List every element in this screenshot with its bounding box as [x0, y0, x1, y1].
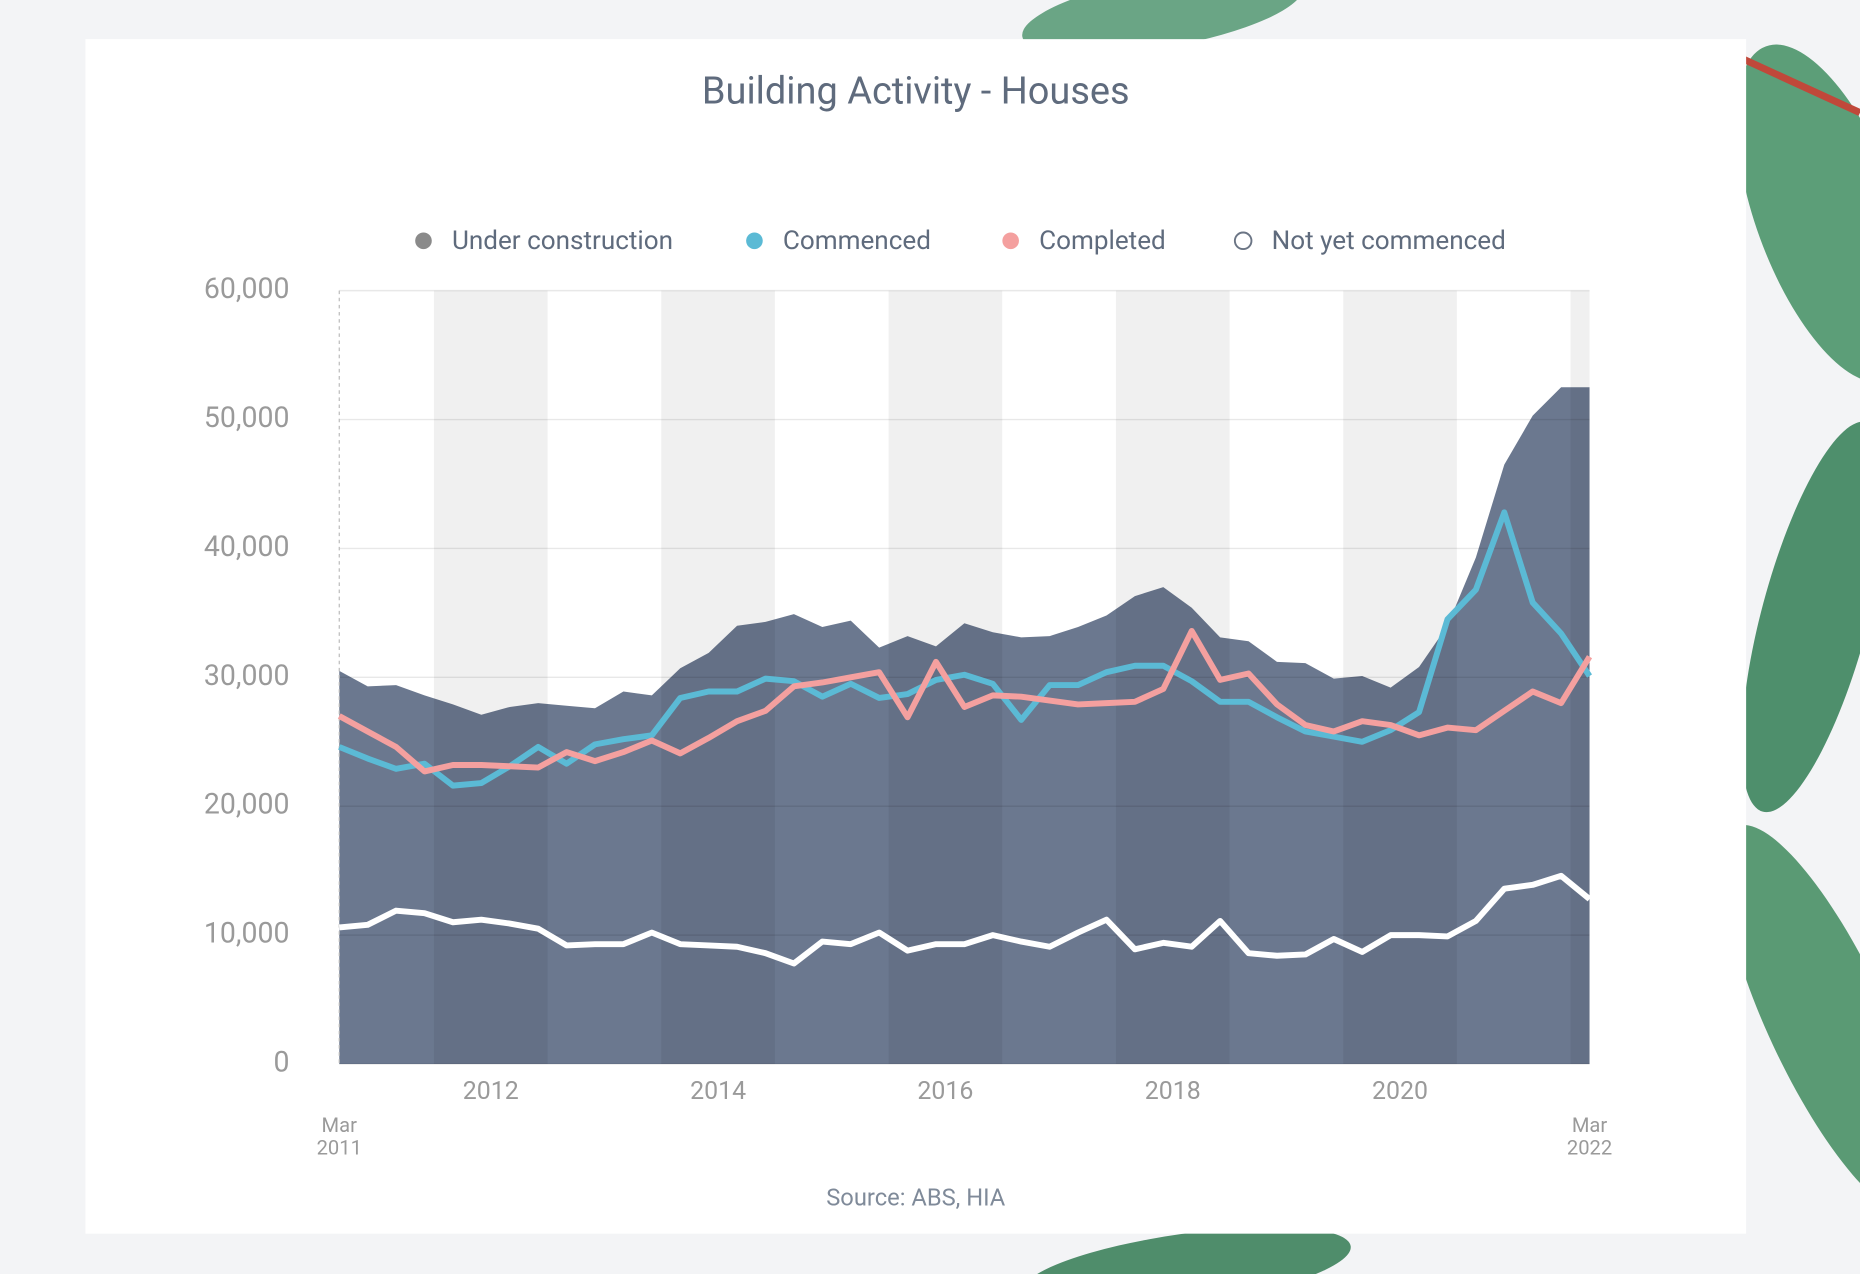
x-tick-label: Mar 2011 — [317, 1113, 362, 1160]
legend-marker — [746, 232, 763, 250]
x-tick-label: 2020 — [1372, 1077, 1428, 1106]
y-tick-label: 20,000 — [204, 788, 290, 821]
x-tick-label: 2018 — [1145, 1077, 1201, 1106]
line — [338, 509, 1593, 789]
x-tick-label: 2016 — [917, 1077, 973, 1106]
year-band — [661, 290, 775, 1065]
line — [337, 627, 1593, 775]
area — [339, 387, 1590, 1065]
legend-label: Completed — [1039, 226, 1166, 256]
y-tick-label: 30,000 — [204, 659, 290, 692]
plot: 0 10,000 20,000 30,000 40,000 50,000 60,000 Mar… — [204, 226, 1612, 1160]
legend-marker — [1233, 231, 1253, 251]
x-tick-label: Mar 2022 — [1567, 1113, 1612, 1160]
y-tick-label: 40,000 — [204, 530, 290, 563]
legend-marker — [415, 232, 432, 250]
x-tick-label: 2012 — [463, 1077, 519, 1106]
source: Source: ABS, HIA — [826, 1184, 1006, 1212]
background-leaves — [1021, 0, 1860, 1274]
year-band — [1115, 290, 1230, 1065]
y-tick-label: 50,000 — [204, 401, 290, 434]
year-band — [433, 290, 548, 1065]
y-tick-label: 60,000 — [204, 272, 290, 305]
y-tick-label: 0 — [273, 1046, 289, 1079]
chart-title: Building Activity - Houses — [702, 70, 1130, 114]
legend-label: Under construction — [452, 226, 673, 256]
legend-label: Not yet commenced — [1272, 226, 1506, 256]
legend-marker — [1002, 232, 1019, 250]
legend-label: Commenced — [783, 226, 931, 256]
y-tick-label: 10,000 — [204, 917, 290, 950]
line — [338, 872, 1592, 967]
x-tick-label: 2014 — [690, 1077, 746, 1106]
